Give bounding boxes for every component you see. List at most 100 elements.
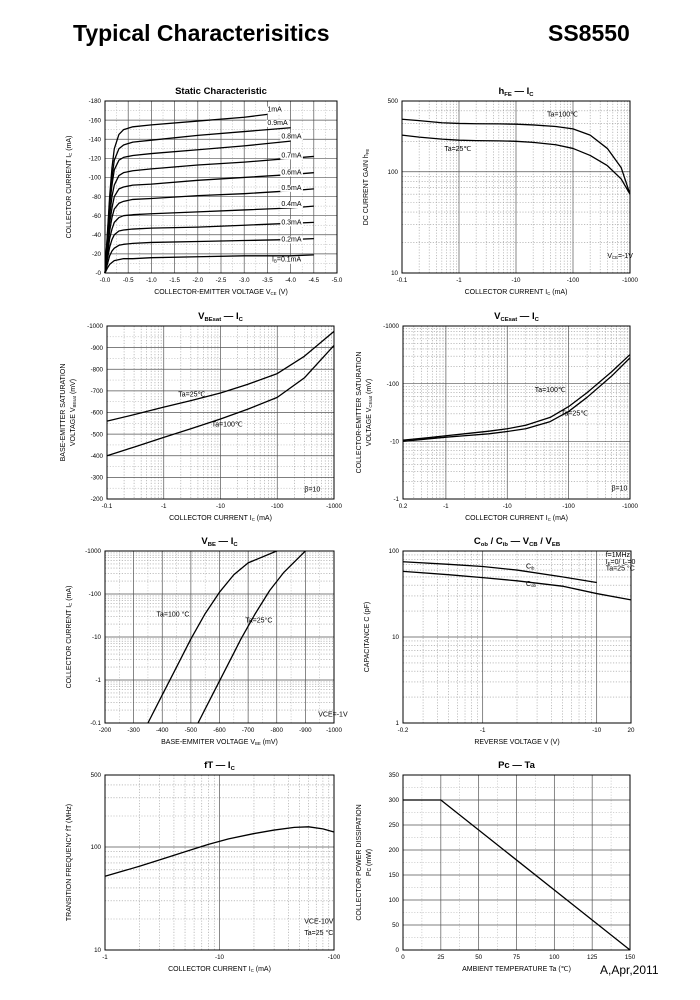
curve-annotation: 0.3mA	[281, 219, 302, 226]
chart-static-characteristic: Static Characteristic -0.0 -0.5 -1.0 -1.5 -2.…	[66, 86, 343, 296]
grid	[104, 550, 335, 724]
plot-frame	[106, 325, 335, 500]
y-tick-label: -200	[91, 496, 104, 503]
y-tick-label: -600	[91, 410, 104, 417]
y-tick-label: -900	[91, 345, 104, 352]
x-tick-label: -2.5	[216, 277, 227, 284]
x-axis-label: COLLECTOR-EMITTER VOLTAGE VCE (V)	[154, 289, 288, 296]
y-tick-label: -0	[95, 270, 101, 277]
x-tick-label: -4.5	[308, 277, 319, 284]
series-line	[402, 570, 632, 601]
series-line	[402, 357, 631, 442]
x-axis-label: REVERSE VOLTAGE V (V)	[474, 739, 559, 746]
annotation-bg	[280, 152, 303, 160]
curve-annotation: 0.9mA	[267, 120, 288, 127]
chart-vbesat-vs-ic: VBEsat — IC -0.1 -1 -10 -100 -1000 -200 -300 -40…	[60, 311, 342, 522]
x-tick-label: -1.5	[169, 277, 180, 284]
curve-annotation: β=10	[612, 486, 628, 493]
series-line	[104, 188, 314, 274]
y-axis-label-line2: Pc (mW)	[366, 849, 373, 876]
y-tick-label: 1	[396, 720, 400, 727]
x-tick-label: -600	[213, 727, 226, 734]
x-tick-label: 25	[437, 954, 444, 961]
x-tick-label: -400	[156, 727, 169, 734]
x-tick-label: 0.2	[399, 503, 408, 510]
y-tick-label: 250	[389, 822, 400, 829]
chart-title: Cob / Cib — VCB / VEB	[474, 536, 560, 548]
plot-frame	[401, 100, 631, 274]
annotation-bg	[266, 119, 289, 127]
grid	[401, 100, 631, 274]
x-tick-label: -800	[271, 727, 284, 734]
y-tick-label: -1000	[383, 323, 399, 330]
y-tick-label: 100	[389, 897, 400, 904]
curve-annotation: IB=0.1mA	[272, 257, 301, 264]
plot-frame	[402, 774, 631, 951]
series-line	[401, 118, 631, 195]
plot-frame	[402, 325, 631, 500]
grid	[104, 774, 335, 951]
y-tick-label: 100	[388, 169, 399, 176]
y-tick-label: -10	[92, 634, 102, 641]
series-line	[106, 345, 335, 457]
y-tick-label: -1000	[87, 323, 103, 330]
curve-annotation: IE=0/ IC=0	[606, 559, 636, 566]
x-tick-label: -5.0	[332, 277, 343, 284]
y-tick-label: 150	[389, 872, 400, 879]
x-tick-label: -0.0	[100, 277, 111, 284]
curve-annotation: Ta=100 °C	[157, 610, 190, 618]
y-tick-label: -0.1	[90, 720, 101, 727]
y-tick-label: 500	[91, 772, 102, 779]
curve-annotation: 0.8mA	[281, 133, 302, 140]
x-tick-label: -100	[567, 277, 580, 284]
y-axis-label-line2: VOLTAGE VCEsat (mV)	[366, 379, 373, 446]
series-line	[104, 155, 314, 274]
series-line	[402, 561, 597, 584]
x-axis-label: AMBIENT TEMPERATURE Ta (℃)	[462, 966, 571, 973]
curve-annotation: Cib	[526, 563, 535, 570]
annotation-bg	[271, 256, 303, 264]
chart-title: VBEsat — IC	[198, 311, 243, 323]
x-tick-label: -1	[480, 727, 486, 734]
series-line	[104, 237, 314, 274]
x-tick-label: -700	[242, 727, 255, 734]
x-tick-label: -0.1	[102, 503, 113, 510]
curve-annotation: 0.5mA	[281, 185, 302, 192]
curve-annotation: Ta=25 °C	[304, 929, 333, 937]
y-tick-label: -20	[92, 251, 102, 258]
x-tick-label: -10	[592, 727, 602, 734]
x-axis-label: COLLECTOR CURRENT IC (mA)	[169, 515, 272, 522]
x-tick-label: -1000	[622, 503, 638, 510]
curve-annotation: β=10	[304, 486, 320, 493]
x-tick-label: 100	[549, 954, 560, 961]
series-line	[104, 205, 314, 274]
x-tick-label: 125	[587, 954, 598, 961]
x-axis-label: BASE-EMMITER VOLTAGE VBE (mV)	[161, 739, 278, 746]
annotation-bg	[280, 169, 303, 177]
x-tick-label: -100	[271, 503, 284, 510]
x-tick-label: -1000	[326, 727, 342, 734]
grid	[402, 325, 631, 500]
annotation-bg	[280, 133, 303, 141]
y-axis-label: COLLECTOR CURRENT IC (mA)	[66, 136, 73, 239]
y-tick-label: 0	[396, 947, 400, 954]
series-line	[106, 330, 335, 422]
chart-vcesat-vs-ic: VCEsat — IC0.2 -1 -10 -100 -1000-1-10-100-10…	[356, 311, 638, 522]
x-tick-label: -1000	[622, 277, 638, 284]
x-tick-label: -1	[161, 503, 167, 510]
annotation-bg	[280, 184, 303, 192]
x-tick-label: -1.0	[146, 277, 157, 284]
chart-capacitance-vs-voltage: Cob / Cib — VCB / VEB -0.2 -1 -10 20 1 10 100 Ci…	[364, 536, 636, 746]
curve-annotation: Ta=25°C	[245, 616, 272, 624]
footer-date: A,Apr,2011	[600, 963, 659, 977]
curve-annotation: 1mA	[267, 107, 282, 114]
y-tick-label: 300	[389, 797, 400, 804]
y-tick-label: -1000	[85, 548, 101, 555]
x-tick-label: -2.0	[192, 277, 203, 284]
y-axis-label: COLLECTOR POWER DISSIPATION	[356, 804, 363, 920]
x-tick-label: -1000	[326, 503, 342, 510]
curve-annotation: Ta=100℃	[535, 387, 566, 394]
x-axis-label: COLLECTOR CURRENT IC (mA)	[465, 289, 568, 296]
y-tick-label: -100	[387, 381, 400, 388]
chart-title: Static Characteristic	[175, 86, 267, 97]
